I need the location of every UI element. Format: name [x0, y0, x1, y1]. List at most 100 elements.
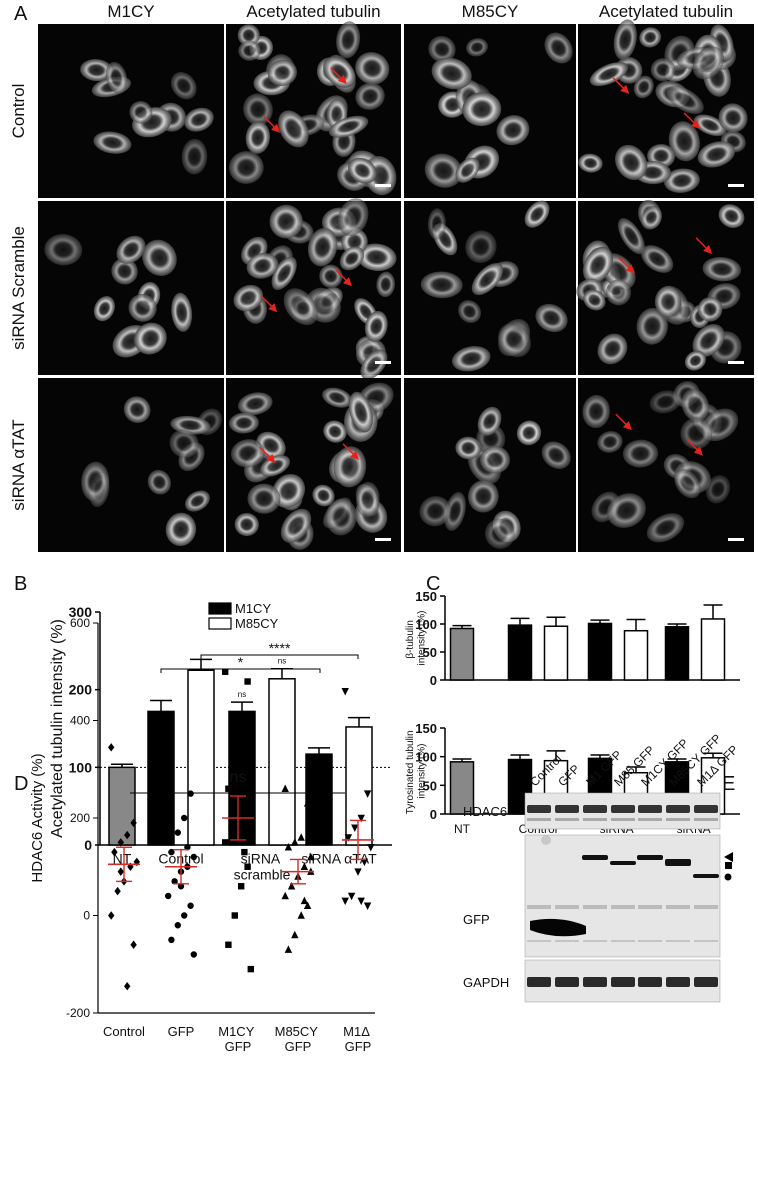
- band: [555, 805, 579, 813]
- y-tick-label: 50: [423, 778, 437, 793]
- y-axis-label: β-tubulin intensity (%): [405, 610, 428, 665]
- panel-letter: C: [426, 573, 440, 595]
- cell: [457, 300, 482, 324]
- y-label-group: Tyrosinated tubulin intensity (%): [405, 728, 428, 815]
- bar: [108, 766, 136, 846]
- data-point: [117, 867, 124, 876]
- band: [694, 805, 718, 813]
- cell: [147, 469, 172, 495]
- data-point: [117, 838, 124, 847]
- cell: [666, 85, 704, 115]
- cell: [333, 446, 367, 488]
- cell: [477, 406, 502, 436]
- cell: [322, 387, 353, 408]
- cell: [171, 292, 193, 332]
- cell: [639, 27, 662, 48]
- y-label-group: β-tubulin intensity (%): [405, 610, 428, 665]
- band: [583, 905, 607, 909]
- data-point: [124, 830, 131, 840]
- y-tick-label: 0: [83, 909, 90, 923]
- cell: [237, 24, 260, 47]
- band: [582, 855, 608, 860]
- data-point: [241, 805, 248, 812]
- data-point: [284, 843, 293, 851]
- data-point: [244, 863, 251, 870]
- cell: [328, 115, 369, 138]
- arrow-head: [693, 446, 703, 456]
- data-point: [363, 902, 372, 910]
- cell: [323, 56, 356, 88]
- y-axis-label: HDAC6 Activity (%): [29, 753, 46, 882]
- cell: [105, 61, 128, 94]
- blot: [524, 834, 721, 958]
- cell: [649, 390, 681, 414]
- cell: [431, 57, 472, 90]
- cell: [246, 252, 279, 279]
- cell: [582, 394, 610, 429]
- bar: [507, 624, 533, 681]
- data-point: [284, 945, 293, 953]
- y-tick-label: 200: [69, 682, 93, 698]
- panel-letter: A: [14, 3, 28, 25]
- band: [527, 818, 551, 821]
- data-point: [307, 852, 315, 861]
- cell: [718, 103, 748, 133]
- cell: [348, 391, 373, 433]
- cell: [228, 412, 259, 434]
- cell: [582, 246, 613, 284]
- legend-label: M1CY: [235, 601, 271, 616]
- band: [611, 977, 635, 987]
- data-point: [300, 896, 309, 905]
- bar: [449, 627, 475, 681]
- cell: [238, 392, 273, 416]
- cell: [633, 75, 654, 99]
- y-tick-label: 300: [69, 604, 93, 620]
- bar: [623, 629, 649, 681]
- y-tick-label: 400: [70, 714, 90, 728]
- cell: [466, 38, 488, 57]
- y-tick-label: 100: [69, 759, 93, 775]
- cell: [238, 40, 261, 61]
- cell: [484, 518, 515, 549]
- cell: [636, 307, 668, 345]
- data-point: [287, 882, 296, 890]
- scale-bar: [728, 538, 744, 541]
- cell: [607, 493, 646, 528]
- cell: [702, 256, 742, 282]
- data-point: [168, 936, 175, 944]
- arrow-head: [620, 84, 630, 94]
- band: [638, 940, 662, 942]
- cell: [614, 144, 648, 181]
- data-point: [231, 741, 238, 749]
- data-point: [225, 785, 232, 792]
- data-point: [114, 886, 121, 896]
- data-point: [231, 912, 238, 919]
- y-tick-label: 0: [430, 807, 437, 822]
- bar: [345, 726, 373, 846]
- band: [583, 977, 607, 987]
- data-point: [111, 847, 118, 857]
- panel-letter: D: [14, 773, 28, 795]
- data-point: [187, 790, 194, 797]
- significance-label: ns: [238, 690, 246, 699]
- scale-bar: [728, 184, 744, 187]
- cell: [496, 115, 530, 146]
- data-point: [241, 848, 248, 856]
- data-point: [228, 824, 235, 831]
- bar: [228, 710, 256, 846]
- band: [666, 977, 690, 987]
- data-point: [238, 883, 245, 890]
- data-point: [165, 724, 172, 732]
- marker-box: [725, 862, 732, 869]
- comparison-label: ****: [269, 640, 291, 656]
- data-point: [190, 951, 197, 958]
- band: [555, 977, 579, 987]
- cell: [336, 21, 361, 59]
- data-point: [124, 981, 131, 991]
- bar: [268, 678, 296, 846]
- data-point: [367, 844, 375, 852]
- arrow-head: [625, 264, 635, 274]
- blot-label: GAPDH: [463, 975, 509, 990]
- data-point: [247, 795, 254, 802]
